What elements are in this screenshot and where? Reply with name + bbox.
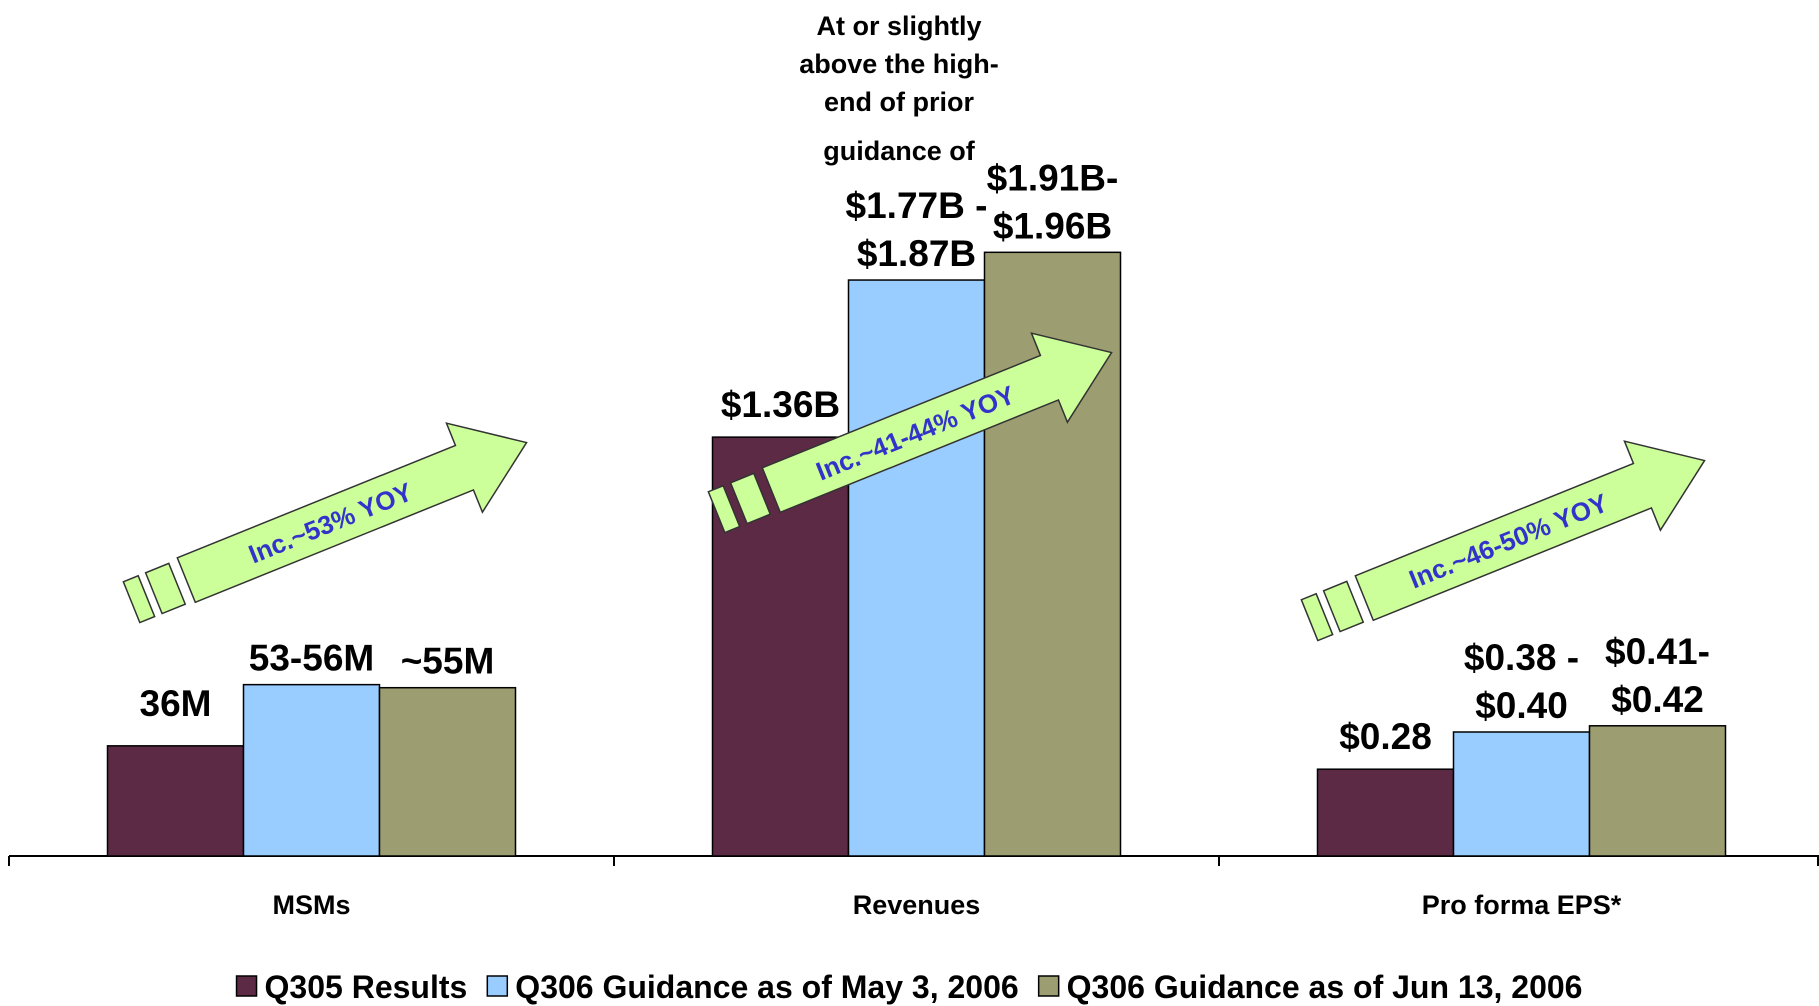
value-label: $1.77B - <box>846 185 988 226</box>
arrow-stripe <box>122 574 156 624</box>
arrow-stripe <box>707 484 741 534</box>
x-tick-label: Pro forma EPS* <box>1422 890 1622 920</box>
legend-swatch <box>486 975 509 997</box>
growth-arrow: Inc.~46-50% YOY <box>1300 440 1706 642</box>
annotation: At or slightly <box>816 11 981 41</box>
arrow-body <box>761 332 1113 514</box>
legend-swatch <box>1037 975 1060 997</box>
value-label: $0.40 <box>1475 685 1568 726</box>
bar <box>106 745 245 857</box>
value-label: 53-56M <box>249 638 374 679</box>
legend-swatch <box>235 975 258 997</box>
bar <box>1316 768 1455 857</box>
legend-label: Q306 Guidance as of Jun 13, 2006 <box>1067 969 1583 1005</box>
value-label: $0.41- <box>1605 631 1710 672</box>
legend-label: Q306 Guidance as of May 3, 2006 <box>515 969 1018 1005</box>
value-label: $1.91B- <box>987 157 1119 198</box>
legend-label: Q305 Results <box>265 969 468 1005</box>
value-label: $1.36B <box>721 384 840 425</box>
value-label: 36M <box>140 683 212 724</box>
arrow-stripe <box>1322 580 1365 633</box>
growth-arrow: Inc.~53% YOY <box>122 422 528 624</box>
value-label: $0.38 - <box>1464 637 1579 678</box>
annotation: end of prior <box>824 87 974 117</box>
arrow-label: Inc.~46-50% YOY <box>1405 487 1612 594</box>
bar <box>1588 725 1727 857</box>
arrow-stripe <box>1300 592 1334 642</box>
x-tick-label: MSMs <box>272 890 350 920</box>
arrow-body <box>1354 440 1706 622</box>
arrow-stripe <box>144 562 187 615</box>
bar <box>242 683 381 857</box>
bar <box>378 686 517 857</box>
value-label: $0.28 <box>1339 716 1432 757</box>
annotation: guidance of <box>823 136 976 166</box>
value-label: $0.42 <box>1611 679 1704 720</box>
value-label: $1.87B <box>857 233 976 274</box>
value-label: $1.96B <box>993 205 1112 246</box>
arrow-stripe <box>729 472 772 525</box>
x-tick-label: Revenues <box>853 890 981 920</box>
legend: Q305 Results Q306 Guidance as of May 3, 2… <box>235 969 1583 1005</box>
bar <box>1452 731 1591 857</box>
annotation: above the high- <box>799 49 999 79</box>
arrow-body <box>176 422 528 604</box>
value-label: ~55M <box>401 641 495 682</box>
bar <box>847 279 986 857</box>
